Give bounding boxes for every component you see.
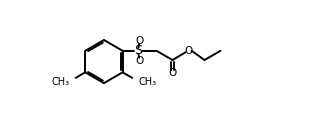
Text: O: O [184, 46, 193, 56]
Text: S: S [134, 44, 142, 57]
Text: O: O [135, 36, 144, 46]
Text: O: O [168, 68, 177, 78]
Text: CH₃: CH₃ [51, 77, 69, 87]
Text: O: O [135, 56, 144, 66]
Text: CH₃: CH₃ [139, 77, 157, 87]
